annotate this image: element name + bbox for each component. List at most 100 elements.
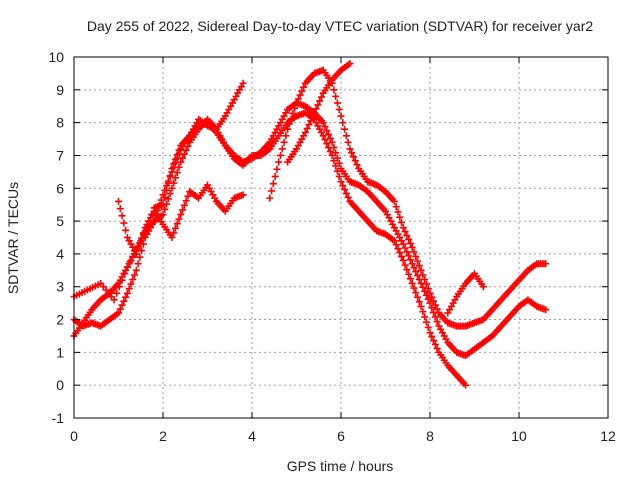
data-point [168,168,176,176]
data-point-fill [118,301,126,309]
data-point-fill [116,205,124,213]
data-point-fill [323,127,331,135]
data-point-fill [410,264,418,272]
data-point [408,279,416,287]
data-point-fill [157,196,165,204]
data-point-fill [332,162,340,170]
x-tick-label: 2 [159,428,167,444]
data-point-fill [113,289,121,297]
y-tick-label: 8 [56,115,64,131]
x-axis-label: GPS time / hours [287,458,394,474]
data-point-fill [428,333,436,341]
data-point-fill [330,157,338,165]
data-point-fill [170,179,178,187]
data-point-fill [321,136,329,144]
data-point [542,260,550,268]
data-point-fill [405,270,413,278]
y-tick-label: 10 [48,49,64,65]
y-tick-label: 9 [56,82,64,98]
data-point-fill [403,248,411,256]
x-tick-label: 0 [70,428,78,444]
data-point [328,138,336,146]
data-point-fill [269,180,277,188]
data-point-fill [424,285,432,293]
data-point-fill [163,200,171,208]
data-point [266,194,274,202]
data-point-fill [332,92,340,100]
data-point-fill [406,275,414,283]
data-point [542,306,550,314]
marks-layer [70,60,550,389]
data-point-fill [339,182,347,190]
x-tick-label: 4 [248,428,256,444]
data-point-fill [139,229,147,237]
data-point [319,119,327,127]
data-point-fill [129,276,137,284]
data-point-fill [273,165,281,173]
data-point-fill [134,260,142,268]
data-point-fill [291,104,299,112]
data-point-fill [410,284,418,292]
data-point-fill [294,95,302,103]
series-track-d [115,181,247,258]
data-point [337,178,345,186]
series-track-f [284,60,354,166]
data-point-fill [406,239,414,247]
data-point-fill [182,146,190,154]
data-point-fill [419,271,427,279]
data-point-fill [401,244,409,252]
data-point [408,243,416,251]
data-point-fill [353,161,361,169]
data-point-fill [161,205,169,213]
data-point-fill [170,229,178,237]
series-track-e [266,66,550,330]
data-point-fill [412,253,420,261]
data-point-fill [428,293,436,301]
data-point-fill [268,187,276,195]
data-point-fill [342,190,350,198]
data-point-fill [298,87,306,95]
data-point-fill [403,232,411,240]
data-point-fill [312,105,320,113]
data-point-fill [173,220,181,228]
data-point [346,145,354,153]
data-point [426,289,434,297]
data-point-fill [166,190,174,198]
x-tick-label: 10 [511,428,527,444]
data-point [132,266,140,274]
data-point-fill [305,121,313,129]
data-point [284,125,292,133]
y-tick-label: 1 [56,344,64,360]
data-point-fill [321,123,329,131]
data-point-fill [342,132,350,140]
data-point-fill [403,266,411,274]
data-point-fill [134,245,142,253]
data-point [417,266,425,274]
data-point [123,289,131,297]
data-point-fill [179,206,187,214]
data-point-fill [285,120,293,128]
data-point-fill [120,297,128,305]
data-point-fill [433,305,441,313]
data-point-fill [431,340,439,348]
data-point-fill [317,93,325,101]
data-point-fill [171,224,179,232]
data-point-fill [419,308,427,316]
data-point-fill [289,109,297,117]
data-point-fill [120,219,128,227]
y-tick-label: 0 [56,377,64,393]
data-point-fill [309,113,317,121]
x-tick-label: 6 [337,428,345,444]
data-point-fill [392,241,400,249]
data-point-fill [300,83,308,91]
data-point-fill [394,245,402,253]
data-point-fill [422,280,430,288]
data-point-fill [405,235,413,243]
data-point-fill [348,149,356,157]
data-point-fill [161,186,169,194]
data-point-fill [431,313,439,321]
data-point-fill [424,295,432,303]
data-point-fill [410,248,418,256]
data-point-fill [349,153,357,161]
data-point-fill [171,174,179,182]
